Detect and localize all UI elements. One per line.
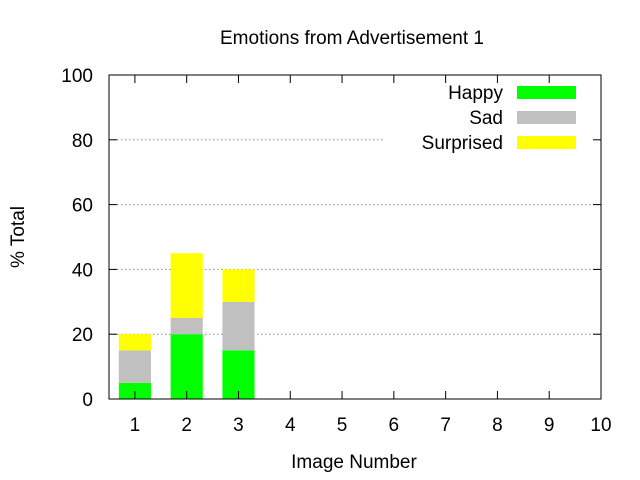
x-tick-label: 6	[389, 415, 400, 436]
legend-label: Surprised	[422, 133, 503, 154]
legend-swatch	[517, 136, 576, 149]
bar-segment-sad	[222, 301, 255, 351]
y-tick-label: 100	[61, 66, 93, 87]
x-tick-label: 2	[181, 415, 192, 436]
y-tick-label: 20	[72, 325, 93, 346]
bar-segment-surprised	[222, 269, 255, 302]
legend-label: Sad	[469, 108, 503, 129]
legend-label: Happy	[448, 83, 503, 104]
x-tick-label: 1	[130, 415, 141, 436]
axis-ticks: 0 20 40 60 80 100 1 2 3 4 5 6 7 8 9 10	[61, 66, 611, 436]
legend: Happy Sad Surprised	[422, 83, 576, 154]
y-tick-label: 0	[82, 390, 93, 411]
bar-segment-surprised	[170, 253, 203, 318]
legend-swatch	[517, 86, 576, 99]
bar-segment-sad	[118, 350, 151, 383]
x-axis-label: Image Number	[291, 452, 417, 473]
y-tick-label: 80	[72, 131, 93, 152]
x-tick-label: 4	[285, 415, 296, 436]
x-tick-label: 5	[337, 415, 348, 436]
plot-frame	[108, 74, 602, 400]
bar-segment-happy	[222, 350, 255, 399]
bar-segment-surprised	[118, 334, 151, 351]
bar-segment-happy	[118, 382, 151, 399]
bar-segment-sad	[170, 318, 203, 335]
y-tick-label: 40	[72, 260, 93, 281]
x-tick-label: 8	[492, 415, 503, 436]
legend-swatch	[517, 111, 576, 124]
bar-segment-happy	[170, 334, 203, 399]
x-tick-label: 3	[233, 415, 244, 436]
chart-title: Emotions from Advertisement 1	[220, 28, 484, 49]
bars	[118, 253, 255, 399]
x-tick-label: 7	[440, 415, 451, 436]
x-tick-label: 9	[544, 415, 555, 436]
y-axis-label: % Total	[8, 206, 29, 268]
x-tick-label: 10	[590, 415, 611, 436]
y-tick-label: 60	[72, 196, 93, 217]
